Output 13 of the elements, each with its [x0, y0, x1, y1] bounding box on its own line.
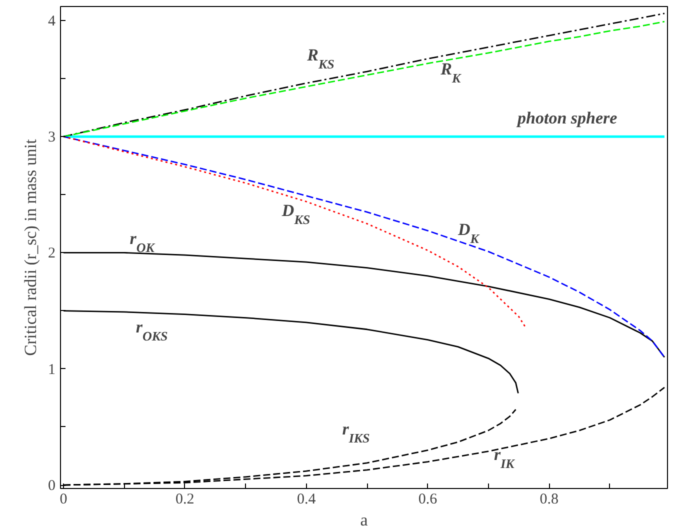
y-tick-label: 3 [48, 130, 56, 146]
y-tick-label: 1 [48, 362, 56, 378]
x-tick-label: 0 [60, 492, 68, 508]
y-axis-title: Critical radii (r_sc) in mass unit [21, 138, 40, 356]
y-tick-label: 4 [48, 13, 56, 30]
x-tick-label: 0.8 [540, 492, 559, 508]
y-tick-label: 0 [48, 478, 56, 494]
x-tick-label: 0.6 [418, 492, 438, 508]
x-tick-label: 0.4 [296, 492, 316, 508]
x-axis-title: a [360, 510, 368, 530]
series-label: photon sphere [516, 108, 618, 128]
y-tick-label: 2 [48, 246, 56, 262]
text: 0.2 [176, 492, 194, 508]
